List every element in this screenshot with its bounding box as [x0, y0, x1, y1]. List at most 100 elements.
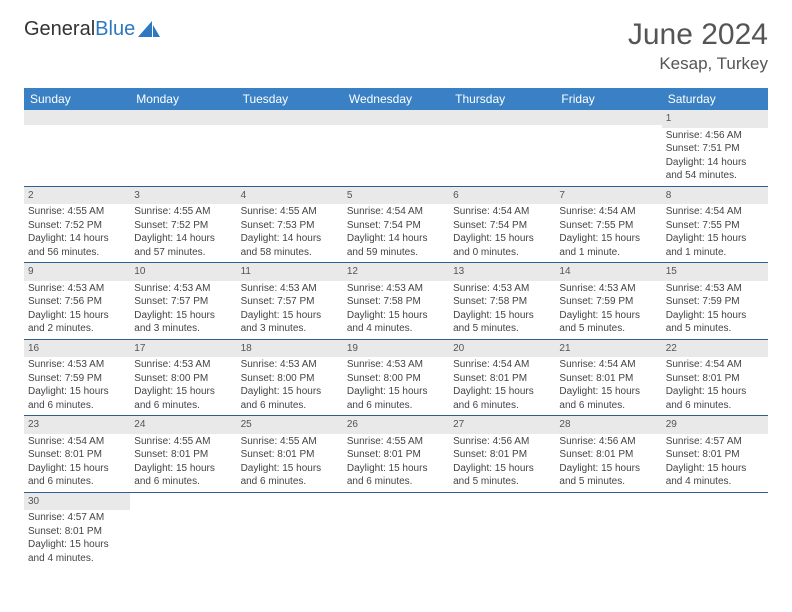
sunrise-text: Sunrise: 4:53 AM — [666, 282, 764, 296]
sunset-text: Sunset: 8:01 PM — [134, 448, 232, 462]
daylight-text: Daylight: 15 hours — [347, 462, 445, 476]
sunrise-text: Sunrise: 4:56 AM — [559, 435, 657, 449]
day-number: 24 — [130, 416, 236, 434]
calendar-day-cell: 28Sunrise: 4:56 AMSunset: 8:01 PMDayligh… — [555, 416, 661, 493]
calendar-day-cell: 1Sunrise: 4:56 AMSunset: 7:51 PMDaylight… — [662, 110, 768, 186]
day-number: 23 — [24, 416, 130, 434]
title-block: June 2024 Kesap, Turkey — [628, 18, 768, 74]
day-number — [449, 493, 555, 508]
day-content: Sunrise: 4:53 AMSunset: 7:58 PMDaylight:… — [449, 282, 555, 339]
calendar-week-row: 2Sunrise: 4:55 AMSunset: 7:52 PMDaylight… — [24, 186, 768, 263]
calendar-day-cell — [449, 110, 555, 186]
day-number — [343, 110, 449, 125]
sunset-text: Sunset: 8:01 PM — [28, 448, 126, 462]
daylight-text: and 6 minutes. — [347, 399, 445, 413]
calendar-day-cell — [449, 492, 555, 568]
day-number: 11 — [237, 263, 343, 281]
daylight-text: Daylight: 15 hours — [559, 385, 657, 399]
day-number: 15 — [662, 263, 768, 281]
day-content: Sunrise: 4:55 AMSunset: 7:52 PMDaylight:… — [24, 205, 130, 262]
sunrise-text: Sunrise: 4:54 AM — [28, 435, 126, 449]
daylight-text: Daylight: 15 hours — [453, 309, 551, 323]
calendar-day-cell: 16Sunrise: 4:53 AMSunset: 7:59 PMDayligh… — [24, 339, 130, 416]
day-content: Sunrise: 4:56 AMSunset: 8:01 PMDaylight:… — [449, 435, 555, 492]
day-number: 9 — [24, 263, 130, 281]
calendar-day-cell: 26Sunrise: 4:55 AMSunset: 8:01 PMDayligh… — [343, 416, 449, 493]
weekday-header: Sunday — [24, 88, 130, 110]
calendar-day-cell: 10Sunrise: 4:53 AMSunset: 7:57 PMDayligh… — [130, 263, 236, 340]
calendar-week-row: 23Sunrise: 4:54 AMSunset: 8:01 PMDayligh… — [24, 416, 768, 493]
daylight-text: and 0 minutes. — [453, 246, 551, 260]
sunrise-text: Sunrise: 4:55 AM — [241, 435, 339, 449]
daylight-text: and 3 minutes. — [241, 322, 339, 336]
sunrise-text: Sunrise: 4:55 AM — [241, 205, 339, 219]
daylight-text: Daylight: 15 hours — [453, 232, 551, 246]
calendar-day-cell — [343, 110, 449, 186]
day-number — [237, 493, 343, 508]
calendar-day-cell: 14Sunrise: 4:53 AMSunset: 7:59 PMDayligh… — [555, 263, 661, 340]
daylight-text: Daylight: 15 hours — [347, 385, 445, 399]
sunrise-text: Sunrise: 4:53 AM — [347, 282, 445, 296]
day-number: 3 — [130, 187, 236, 205]
logo: GeneralBlue — [24, 18, 160, 41]
sunrise-text: Sunrise: 4:56 AM — [453, 435, 551, 449]
sunrise-text: Sunrise: 4:53 AM — [241, 358, 339, 372]
calendar-week-row: 1Sunrise: 4:56 AMSunset: 7:51 PMDaylight… — [24, 110, 768, 186]
daylight-text: Daylight: 15 hours — [453, 462, 551, 476]
sunrise-text: Sunrise: 4:54 AM — [559, 205, 657, 219]
day-content: Sunrise: 4:55 AMSunset: 7:53 PMDaylight:… — [237, 205, 343, 262]
day-number — [343, 493, 449, 508]
daylight-text: and 6 minutes. — [134, 399, 232, 413]
sunrise-text: Sunrise: 4:53 AM — [28, 358, 126, 372]
calendar-day-cell: 3Sunrise: 4:55 AMSunset: 7:52 PMDaylight… — [130, 186, 236, 263]
day-content: Sunrise: 4:57 AMSunset: 8:01 PMDaylight:… — [662, 435, 768, 492]
sunset-text: Sunset: 7:53 PM — [241, 219, 339, 233]
daylight-text: and 2 minutes. — [28, 322, 126, 336]
daylight-text: Daylight: 15 hours — [666, 385, 764, 399]
day-content: Sunrise: 4:53 AMSunset: 7:59 PMDaylight:… — [24, 358, 130, 415]
daylight-text: and 6 minutes. — [134, 475, 232, 489]
calendar-day-cell: 19Sunrise: 4:53 AMSunset: 8:00 PMDayligh… — [343, 339, 449, 416]
sunset-text: Sunset: 8:01 PM — [559, 448, 657, 462]
daylight-text: and 1 minute. — [666, 246, 764, 260]
daylight-text: and 6 minutes. — [347, 475, 445, 489]
calendar-day-cell: 24Sunrise: 4:55 AMSunset: 8:01 PMDayligh… — [130, 416, 236, 493]
day-number: 5 — [343, 187, 449, 205]
sunset-text: Sunset: 7:59 PM — [28, 372, 126, 386]
daylight-text: and 5 minutes. — [559, 322, 657, 336]
calendar-table: Sunday Monday Tuesday Wednesday Thursday… — [24, 88, 768, 568]
day-number: 30 — [24, 493, 130, 511]
daylight-text: and 6 minutes. — [559, 399, 657, 413]
daylight-text: Daylight: 15 hours — [241, 462, 339, 476]
weekday-header: Monday — [130, 88, 236, 110]
sunrise-text: Sunrise: 4:53 AM — [134, 282, 232, 296]
calendar-day-cell — [237, 492, 343, 568]
calendar-day-cell: 5Sunrise: 4:54 AMSunset: 7:54 PMDaylight… — [343, 186, 449, 263]
calendar-day-cell: 30Sunrise: 4:57 AMSunset: 8:01 PMDayligh… — [24, 492, 130, 568]
day-number: 26 — [343, 416, 449, 434]
month-title: June 2024 — [628, 18, 768, 52]
day-number: 27 — [449, 416, 555, 434]
sunrise-text: Sunrise: 4:54 AM — [453, 358, 551, 372]
daylight-text: Daylight: 15 hours — [241, 309, 339, 323]
daylight-text: Daylight: 14 hours — [666, 156, 764, 170]
day-content: Sunrise: 4:53 AMSunset: 7:58 PMDaylight:… — [343, 282, 449, 339]
sunset-text: Sunset: 8:00 PM — [347, 372, 445, 386]
sunrise-text: Sunrise: 4:54 AM — [453, 205, 551, 219]
sunset-text: Sunset: 8:00 PM — [241, 372, 339, 386]
sunset-text: Sunset: 7:54 PM — [453, 219, 551, 233]
weekday-header: Friday — [555, 88, 661, 110]
daylight-text: Daylight: 15 hours — [666, 309, 764, 323]
sunset-text: Sunset: 7:58 PM — [347, 295, 445, 309]
daylight-text: and 59 minutes. — [347, 246, 445, 260]
day-content: Sunrise: 4:53 AMSunset: 7:57 PMDaylight:… — [237, 282, 343, 339]
daylight-text: Daylight: 15 hours — [241, 385, 339, 399]
day-number: 7 — [555, 187, 661, 205]
calendar-day-cell: 4Sunrise: 4:55 AMSunset: 7:53 PMDaylight… — [237, 186, 343, 263]
day-number: 18 — [237, 340, 343, 358]
sunrise-text: Sunrise: 4:57 AM — [28, 511, 126, 525]
day-content: Sunrise: 4:54 AMSunset: 8:01 PMDaylight:… — [555, 358, 661, 415]
sunset-text: Sunset: 7:57 PM — [241, 295, 339, 309]
calendar-day-cell — [237, 110, 343, 186]
calendar-week-row: 16Sunrise: 4:53 AMSunset: 7:59 PMDayligh… — [24, 339, 768, 416]
